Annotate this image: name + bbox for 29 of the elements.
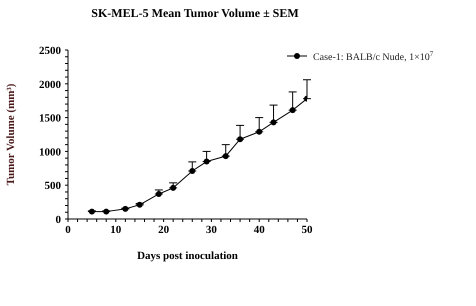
chart-title: SK-MEL-5 Mean Tumor Volume ± SEM	[90, 6, 300, 21]
y-tick-label: 500	[44, 180, 62, 192]
point	[189, 168, 196, 174]
point	[290, 107, 296, 114]
point	[204, 158, 210, 165]
x-tick-label: 40	[254, 224, 266, 236]
x-tick-label: 30	[206, 224, 218, 236]
legend-label: Case-1: BALB/c Nude, 1×10$^{7}$	[313, 50, 434, 63]
x-tick-label: 10	[110, 224, 122, 236]
x-tick-label: 20	[158, 224, 170, 236]
x-tick-label: 0	[65, 224, 72, 236]
point	[136, 202, 143, 208]
point	[88, 208, 95, 215]
point	[156, 190, 162, 197]
point	[103, 208, 110, 215]
point	[222, 153, 229, 160]
y-axis-title: Tumor Volume (mm³)	[4, 83, 17, 186]
y-tick-label: 2000	[39, 78, 62, 91]
y-tick-label: 0	[56, 214, 62, 226]
y-tick-label: 1000	[39, 146, 62, 158]
point	[237, 136, 244, 142]
x-axis-title: Days post inoculation	[137, 250, 238, 262]
y-tick-label: 2500	[39, 45, 62, 57]
x-tick-label: 50	[302, 224, 313, 236]
point	[256, 128, 262, 135]
point	[270, 119, 277, 126]
point	[170, 184, 176, 191]
y-tick-label: 1500	[39, 112, 62, 125]
point	[122, 206, 128, 212]
